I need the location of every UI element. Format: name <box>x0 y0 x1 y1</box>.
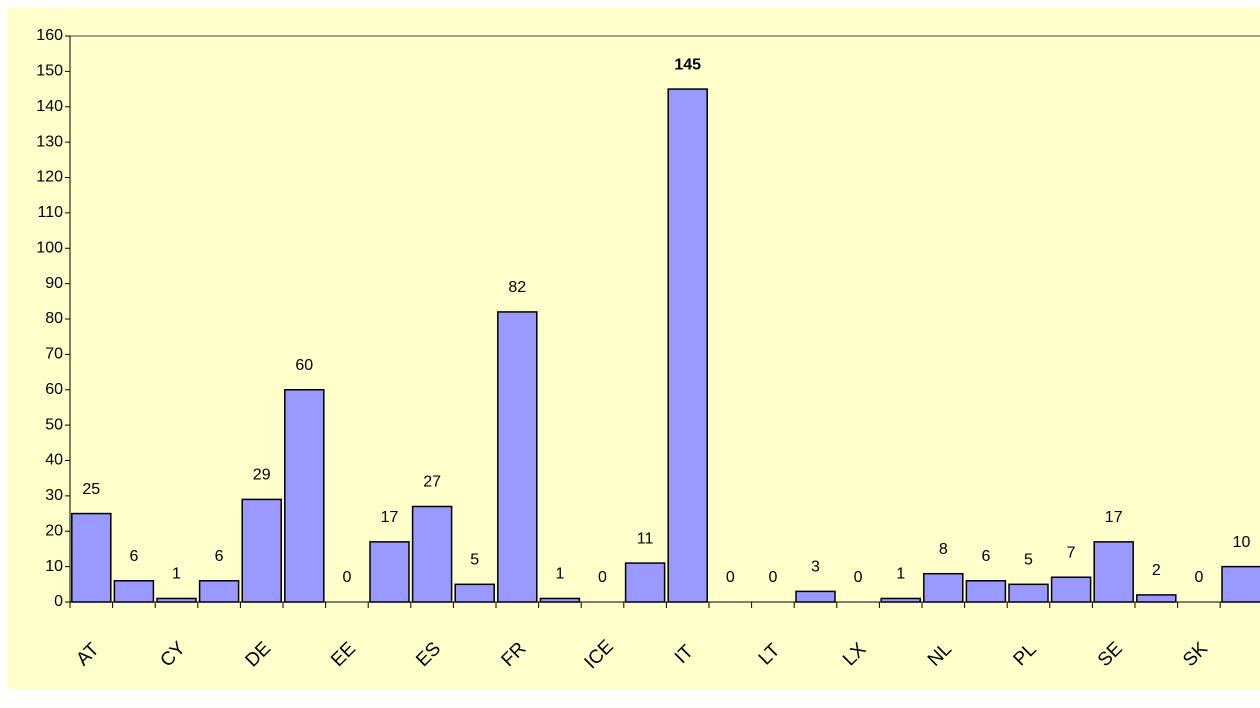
y-tick-label: 70 <box>45 346 63 363</box>
y-tick-label: 20 <box>45 522 63 539</box>
value-label: 0 <box>726 569 735 586</box>
value-label: 60 <box>295 357 313 374</box>
y-tick-label: 130 <box>36 133 63 150</box>
bar <box>113 580 155 603</box>
value-label: 3 <box>811 559 820 576</box>
value-label: 8 <box>939 541 948 558</box>
bar <box>71 512 112 603</box>
value-label: 2 <box>1152 562 1161 579</box>
value-label: 82 <box>508 279 526 296</box>
y-tick-label: 100 <box>36 239 63 256</box>
bar <box>1221 565 1260 603</box>
bar <box>411 505 453 603</box>
value-label: 29 <box>253 467 271 484</box>
value-label: 1 <box>896 566 905 583</box>
bar <box>539 597 581 603</box>
bar <box>624 562 666 603</box>
bar <box>795 590 836 603</box>
y-tick-label: 30 <box>45 487 63 504</box>
bar <box>923 572 964 603</box>
bar <box>880 597 921 603</box>
y-tick-label: 140 <box>36 98 63 115</box>
value-label: 7 <box>1067 544 1076 561</box>
bar <box>454 583 495 603</box>
value-label: 6 <box>215 548 224 565</box>
bar <box>241 498 282 603</box>
value-label: 6 <box>981 548 990 565</box>
bar <box>369 541 410 603</box>
value-label: 27 <box>423 474 441 491</box>
value-label: 17 <box>381 509 399 526</box>
bar <box>1050 576 1092 603</box>
y-tick-label: 110 <box>37 204 63 221</box>
y-tick-label: 60 <box>45 381 63 398</box>
y-tick-label: 90 <box>45 275 63 292</box>
y-tick-label: 80 <box>45 310 63 327</box>
bar <box>156 597 197 603</box>
value-label: 10 <box>1233 534 1251 551</box>
value-label: 0 <box>854 569 863 586</box>
bar <box>1093 541 1134 603</box>
bar <box>284 389 325 603</box>
bar <box>667 88 708 603</box>
value-label: 6 <box>129 548 138 565</box>
y-tick-label: 40 <box>45 452 63 469</box>
value-label: 1 <box>555 566 564 583</box>
value-label: 17 <box>1105 509 1123 526</box>
value-label: 5 <box>470 552 479 569</box>
bar <box>198 580 240 603</box>
bar <box>497 311 538 603</box>
value-label: 0 <box>342 569 351 586</box>
y-tick-label: 160 <box>36 27 63 44</box>
value-label: 1 <box>172 566 181 583</box>
y-tick-label: 50 <box>45 416 63 433</box>
y-tick-label: 0 <box>54 593 63 610</box>
value-label: 0 <box>1194 569 1203 586</box>
y-tick-label: 150 <box>36 63 63 80</box>
value-label: 0 <box>598 569 607 586</box>
bar <box>1008 583 1049 603</box>
value-label: 0 <box>768 569 777 586</box>
bar <box>1136 594 1177 603</box>
value-label: 11 <box>637 530 654 547</box>
y-tick-label: 10 <box>45 558 63 575</box>
bar <box>965 580 1007 603</box>
y-tick-label: 120 <box>36 169 63 186</box>
value-label: 25 <box>82 481 100 498</box>
value-label: 5 <box>1024 552 1033 569</box>
value-label: 145 <box>674 56 701 73</box>
